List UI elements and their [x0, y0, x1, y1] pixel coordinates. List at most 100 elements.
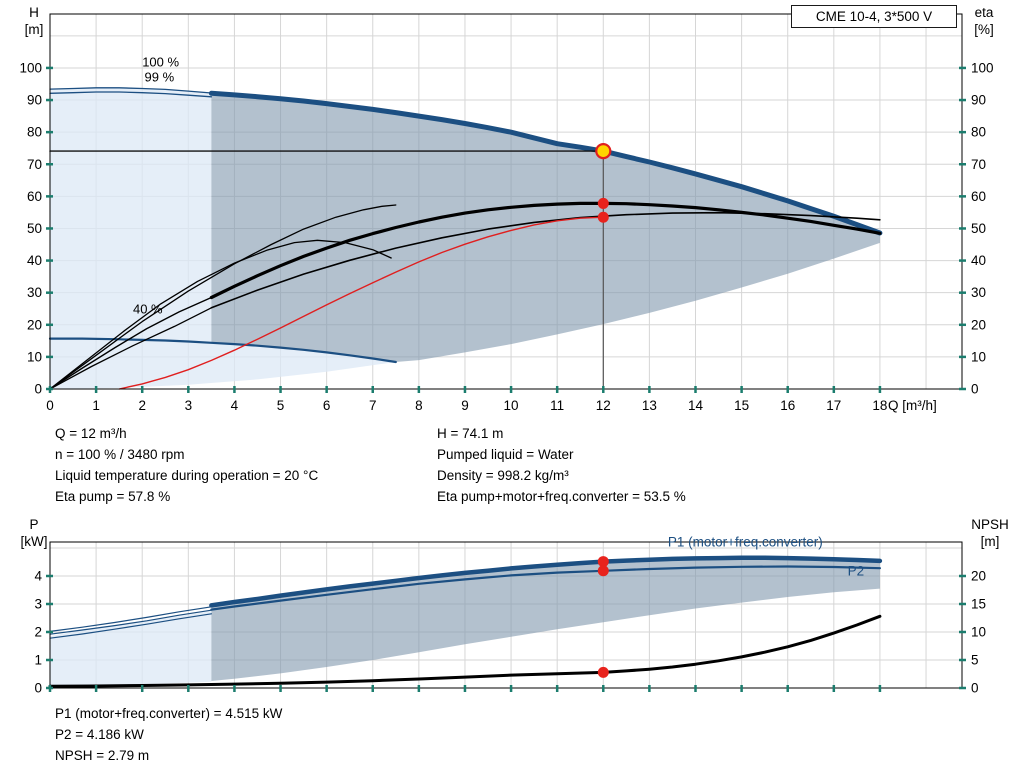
y-tick-label-left: 40 [27, 253, 42, 268]
p1-tolerance-a [49, 609, 212, 635]
p1-curve [209, 555, 883, 608]
x-tick-label: 1 [92, 398, 100, 413]
x-tick-label: 12 [596, 398, 611, 413]
power-info: P1 (motor+freq.converter) = 4.515 kW P2 … [55, 703, 282, 766]
x-tick-label: 15 [734, 398, 749, 413]
x-tick-label: 16 [780, 398, 795, 413]
y-tick-label-left: 50 [27, 221, 42, 236]
eta-axis-label: eta [%] [974, 5, 994, 37]
eta-arc-reduced-speed-a [49, 239, 392, 390]
info-liquid-temp: Liquid temperature during operation = 20… [55, 468, 319, 483]
speed-label-99: 99 % [145, 69, 175, 84]
p1-tolerance-c [49, 606, 212, 633]
info-eta-pump: Eta pump = 57.8 % [55, 489, 171, 504]
p1-curve-label: P1 (motor+freq.converter) [668, 535, 823, 550]
y-tick-label-left: 100 [19, 60, 42, 75]
x-tick-label: 5 [277, 398, 285, 413]
y-tick-label-left: 0 [34, 681, 42, 696]
p1-tolerance-b [49, 613, 212, 639]
y-tick-label-right: 100 [971, 60, 994, 75]
info-npsh: NPSH = 2.79 m [55, 748, 150, 763]
pump-curve-tolerance-upper [49, 87, 213, 94]
plot-frame [49, 541, 963, 689]
eta-total-point [597, 211, 609, 223]
p2-curve [210, 565, 882, 611]
plot-frame [49, 13, 963, 390]
pump-curve-40pct [48, 337, 397, 364]
duty-point [595, 142, 612, 160]
h-axis-label: H [m] [24, 5, 44, 37]
x-tick-label: 3 [185, 398, 193, 413]
y-tick-label-right: 50 [971, 221, 986, 236]
eta-total-freq-converter-curve [118, 216, 604, 390]
eta-arc-reduced-speed-b [49, 204, 397, 390]
eta-pump-curve [209, 201, 882, 300]
reduced-speed-envelope [50, 87, 396, 390]
npsh-point [597, 666, 609, 678]
eta-pump-curve-origin [49, 296, 213, 390]
y-tick-label-right: 10 [971, 624, 986, 639]
y-tick-label-left: 60 [27, 189, 42, 204]
eta-pump-motor-curve [210, 211, 881, 309]
power-envelope-light [50, 611, 212, 688]
speed-label-100: 100 % [142, 54, 179, 69]
y-tick-label-right: 30 [971, 285, 986, 300]
x-tick-label: 8 [415, 398, 423, 413]
y-tick-label-left: 3 [34, 596, 42, 611]
y-tick-label-right: 60 [971, 189, 986, 204]
x-tick-label: 14 [688, 398, 704, 413]
pump-curve-tolerance-lower [49, 91, 213, 98]
x-tick-label: 11 [550, 398, 564, 413]
info-head: H = 74.1 m [437, 426, 504, 441]
y-tick-label-left: 20 [27, 317, 42, 332]
y-tick-label-left: 70 [27, 157, 42, 172]
y-tick-label-right: 70 [971, 157, 986, 172]
x-tick-label: 17 [826, 398, 841, 413]
y-tick-label-right: 40 [971, 253, 986, 268]
y-tick-label-left: 10 [27, 349, 42, 364]
info-p2: P2 = 4.186 kW [55, 727, 144, 742]
info-flow: Q = 12 m³/h [55, 426, 127, 441]
pump-model-label: CME 10-4, 3*500 V [815, 9, 933, 24]
y-tick-label-right: 0 [971, 382, 979, 397]
x-tick-label: 9 [461, 398, 469, 413]
eta-pump-point [597, 197, 609, 209]
duty-info-left: Q = 12 m³/h n = 100 % / 3480 rpm Liquid … [55, 423, 318, 507]
x-tick-label: 13 [642, 398, 657, 413]
x-tick-label: 18 [872, 398, 887, 413]
info-p1: P1 (motor+freq.converter) = 4.515 kW [55, 706, 283, 721]
x-tick-label: 4 [231, 398, 239, 413]
y-tick-label-left: 90 [27, 93, 42, 108]
y-tick-label-left: 80 [27, 125, 42, 140]
x-tick-label: 10 [504, 398, 519, 413]
y-tick-label-left: 0 [34, 382, 42, 397]
p2-curve-label: P2 [848, 563, 865, 578]
x-tick-label: 7 [369, 398, 377, 413]
x-tick-label: 0 [46, 398, 54, 413]
info-speed: n = 100 % / 3480 rpm [55, 447, 185, 462]
info-pumped-liquid: Pumped liquid = Water [437, 447, 574, 462]
power-envelope-dark [211, 558, 880, 681]
pump-model-box: CME 10-4, 3*500 V [791, 5, 957, 28]
y-tick-label-right: 20 [971, 568, 986, 583]
npsh-axis-label: NPSH [m] [971, 517, 1009, 549]
p-axis-label: P [kW] [20, 517, 48, 549]
y-tick-label-right: 10 [971, 349, 986, 364]
duty-info-right: H = 74.1 m Pumped liquid = Water Density… [437, 423, 686, 507]
p2-point [597, 565, 609, 577]
y-tick-label-left: 1 [34, 652, 42, 667]
pump-curve-100pct [208, 90, 883, 236]
y-tick-label-right: 15 [971, 596, 986, 611]
y-tick-label-right: 20 [971, 317, 986, 332]
x-axis-unit-label: Q [m³/h] [888, 398, 937, 413]
y-tick-label-right: 80 [971, 125, 986, 140]
y-tick-label-left: 30 [27, 285, 42, 300]
y-tick-label-left: 2 [34, 624, 42, 639]
y-tick-label-right: 0 [971, 681, 979, 696]
speed-label-40: 40 % [133, 302, 163, 317]
y-tick-label-left: 4 [34, 568, 42, 583]
p1-point [597, 556, 609, 568]
info-density: Density = 998.2 kg/m³ [437, 468, 569, 483]
